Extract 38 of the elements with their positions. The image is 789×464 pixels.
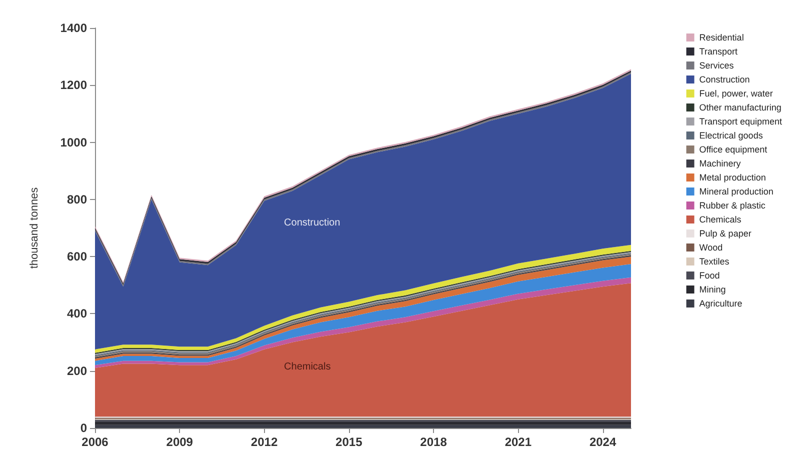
legend-label: Agriculture [699,298,742,308]
x-tick-label: 2012 [250,435,278,449]
x-tick-label: 2015 [336,435,363,449]
y-tick-label: 0 [80,421,88,435]
legend-label: Mining [699,284,726,294]
y-tick-label: 1000 [60,135,88,150]
legend-label: Services [699,60,734,70]
legend-label: Electrical goods [699,130,764,140]
x-tick-label: 2024 [589,435,616,449]
legend-label: Food [699,270,720,280]
legend-label: Other manufacturing [699,102,782,112]
legend-label: Metal production [699,172,766,182]
x-tick-label: 2006 [82,435,109,449]
legend-label: Pulp & paper [699,228,752,238]
y-tick-label: 1400 [60,21,88,35]
y-tick-label: 1200 [60,78,88,92]
legend-label: Transport equipment [699,116,782,126]
annotation: Chemicals [284,361,331,372]
legend-label: Wood [699,242,723,252]
legend-label: Fuel, power, water [699,88,773,98]
x-tick-label: 2009 [166,435,194,449]
legend-label: Rubber & plastic [699,200,766,210]
y-tick-label: 200 [66,364,88,378]
y-tick-label: 600 [66,250,88,264]
y-tick-label: 800 [66,192,88,206]
legend-label: Office equipment [699,144,768,154]
x-tick-label: 2018 [420,435,448,449]
y-axis-title: thousand tonnes [28,186,40,269]
legend-label: Transport [699,46,738,56]
legend-label: Mineral production [699,186,774,196]
legend-label: Construction [699,74,750,84]
y-tick-label: 400 [66,306,88,321]
x-tick-label: 2021 [504,435,532,449]
legend-label: Residential [699,32,744,42]
annotation: Construction [284,218,340,229]
legend-label: Machinery [699,158,742,168]
legend-label: Chemicals [699,214,742,224]
legend-label: Textiles [699,256,730,266]
